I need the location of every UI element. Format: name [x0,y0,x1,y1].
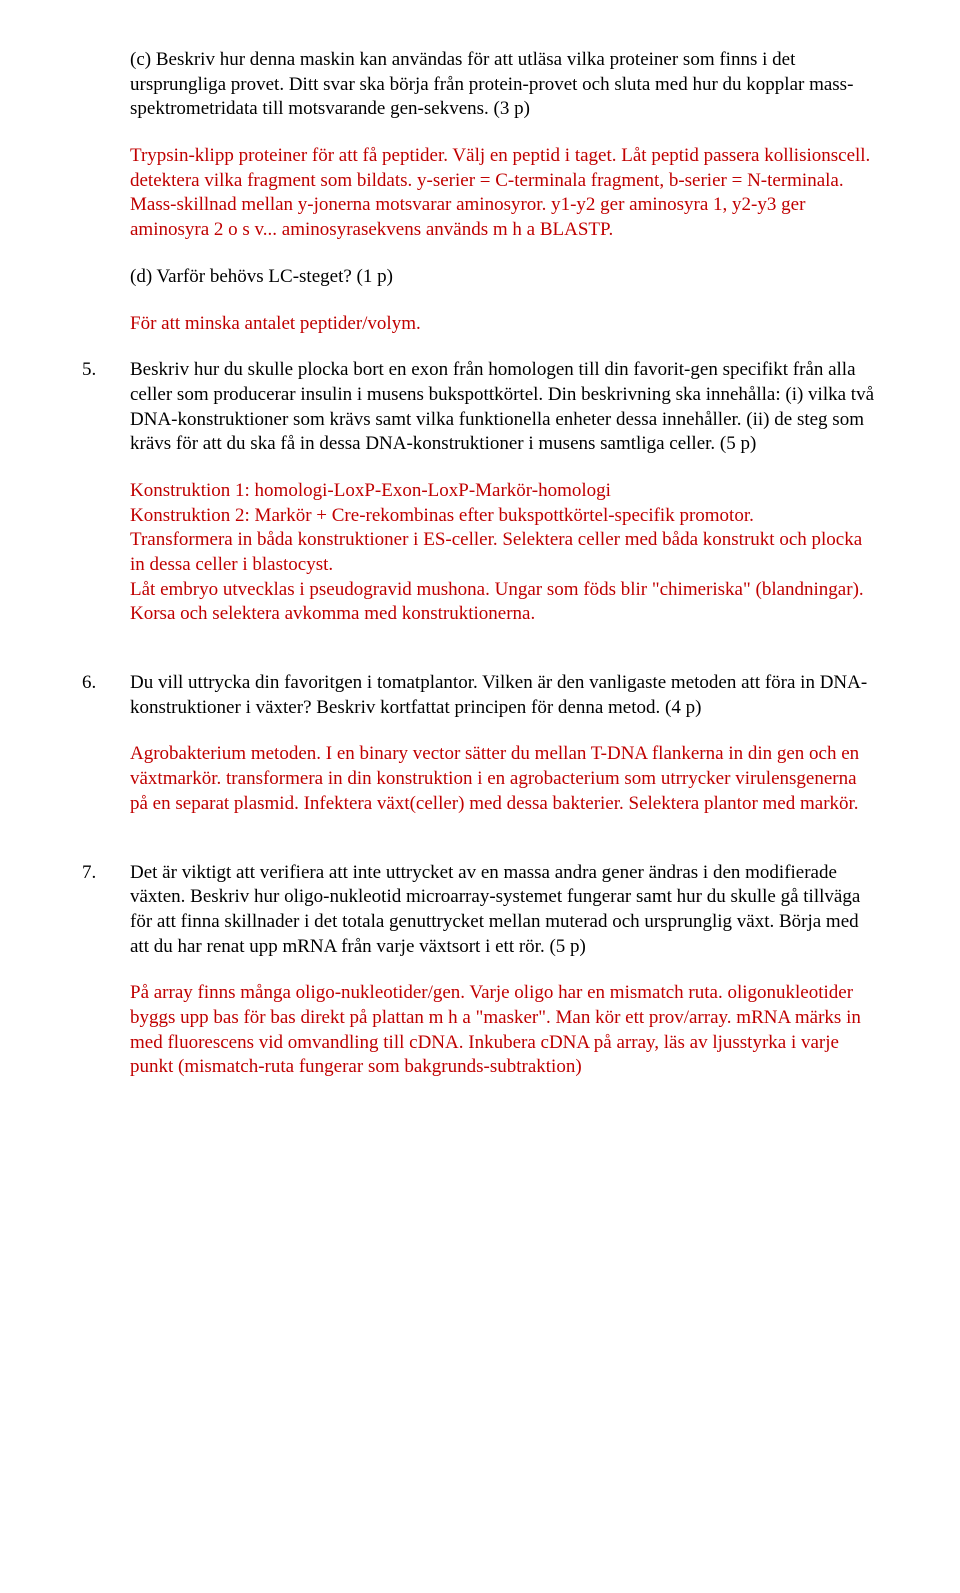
question-c: (c) Beskriv hur denna maskin kan använda… [130,48,878,122]
question-6-text: Du vill uttrycka din favoritgen i tomatp… [130,671,878,720]
answer-6: Agrobakterium metoden. I en binary vecto… [130,742,878,816]
question-item-6: 6. Du vill uttrycka din favoritgen i tom… [82,671,878,838]
answer-c: Trypsin-klipp proteiner för att få pepti… [130,144,878,243]
answer-5-line-2: Konstruktion 2: Markör + Cre-rekombinas … [130,504,878,529]
question-d: (d) Varför behövs LC-steget? (1 p) [130,265,878,290]
answer-5: Konstruktion 1: homologi-LoxP-Exon-LoxP-… [130,479,878,627]
question-number-5: 5. [82,358,130,649]
answer-7: På array finns många oligo-nukleotider/g… [130,981,878,1080]
question-number-6: 6. [82,671,130,838]
question-item-7: 7. Det är viktigt att verifiera att inte… [82,861,878,1103]
question-7-text: Det är viktigt att verifiera att inte ut… [130,861,878,960]
answer-5-line-1: Konstruktion 1: homologi-LoxP-Exon-LoxP-… [130,479,878,504]
answer-5-line-3: Transformera in båda konstruktioner i ES… [130,528,878,577]
question-5-text: Beskriv hur du skulle plocka bort en exo… [130,358,878,457]
answer-5-line-4: Låt embryo utvecklas i pseudogravid mush… [130,578,878,627]
question-item-5: 5. Beskriv hur du skulle plocka bort en … [82,358,878,649]
answer-d: För att minska antalet peptider/volym. [130,312,878,337]
question-number-7: 7. [82,861,130,1103]
